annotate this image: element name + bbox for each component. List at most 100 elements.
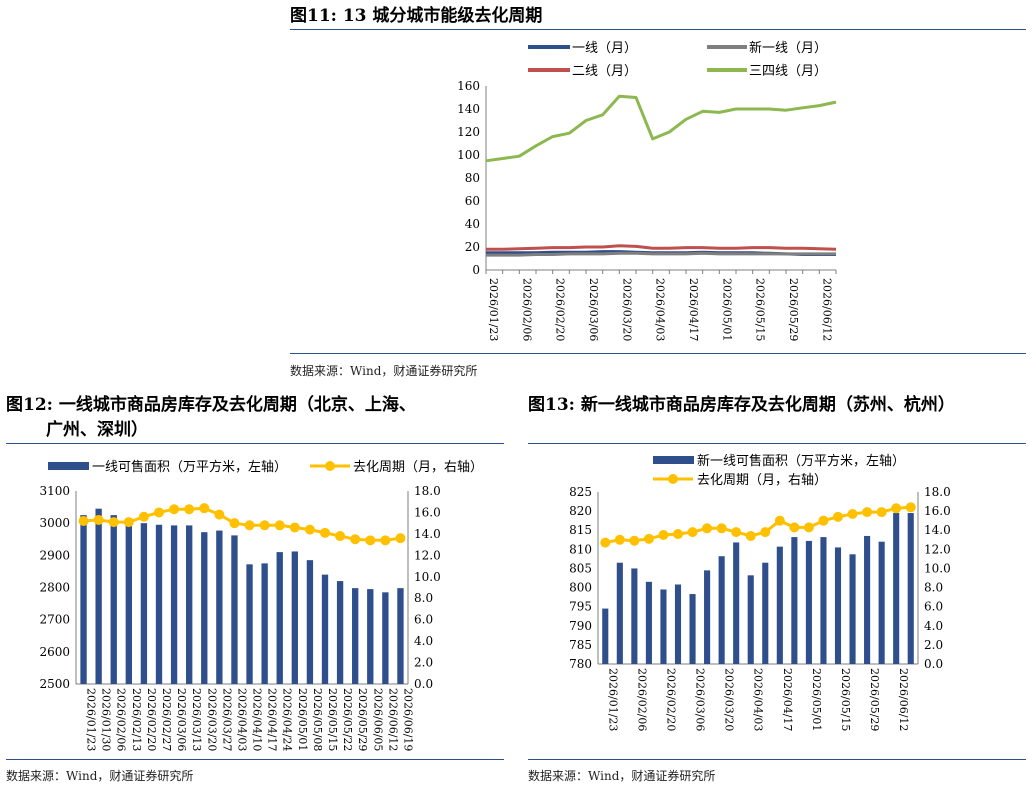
fig12-right-tick-label: 12.0 (414, 548, 441, 562)
fig13-plot-area: 780 785 790 795 800 805 810 815 820 825 0.0 2.0 4.0 6… (569, 485, 951, 731)
fig12-x-tick-label: 2026/06/19 (401, 688, 414, 751)
fig13-line-point (818, 515, 829, 526)
fig12-left-tick-label: 2500 (39, 677, 70, 691)
fig12-right-tick-label: 10.0 (414, 570, 441, 584)
fig12-source-rule (6, 759, 504, 760)
fig12-right-tick-label: 18.0 (414, 484, 441, 498)
fig13-left-tick-label: 810 (569, 542, 592, 556)
fig13-bar (704, 570, 711, 664)
fig12-x-tick-label: 2026/05/29 (356, 688, 369, 751)
fig13-bar (878, 541, 885, 664)
fig11-legend-item-0: 一线（月） (528, 41, 637, 56)
fig12-x-tick-label: 2026/05/01 (296, 688, 309, 751)
fig12-line-point (184, 504, 195, 515)
fig13-bar (660, 589, 667, 664)
fig13-right-tick-label: 14.0 (924, 523, 951, 537)
fig13-legend-label-1: 去化周期（月，右轴） (697, 473, 827, 488)
fig13-left-tick-label: 825 (569, 485, 592, 499)
fig12-left-tick-label: 2900 (39, 548, 70, 562)
fig13-bar (645, 581, 652, 664)
fig13-left-tick-label: 780 (569, 657, 592, 671)
fig13-title: 图13: 新一线城市商品房库存及去化周期（苏州、杭州） (528, 395, 955, 415)
fig13-line (605, 505, 911, 545)
fig11-x-tick-label: 2026/05/15 (754, 278, 767, 341)
fig13-line-point (614, 534, 625, 545)
fig12-x-tick-label: 2026/02/06 (115, 688, 128, 751)
fig12-bar (261, 563, 268, 684)
fig11-x-tick-label: 2026/03/20 (620, 278, 633, 341)
fig12-legend-item-0: 一线可售面积（万平方米，左轴） (48, 459, 287, 475)
fig11-x-tick-label: 2026/04/03 (654, 278, 667, 341)
fig13-bar (907, 513, 914, 664)
fig13-source-rule (528, 759, 1026, 760)
fig12-line-point (78, 516, 89, 527)
fig12-left-tick-label: 3100 (39, 484, 70, 498)
fig12-line-point (350, 534, 361, 545)
fig12-line-point (199, 503, 210, 514)
fig11-x-tick-label: 2026/03/06 (587, 278, 600, 341)
fig12-legend-item-1: 去化周期（月，右轴） (310, 460, 483, 475)
fig11-series-line-3 (485, 94, 837, 163)
fig11-source: 数据来源：Wind，财通证券研究所 (290, 364, 478, 378)
fig12-right-tick-label: 6.0 (414, 613, 433, 627)
fig12-bar (246, 564, 253, 684)
fig12-legend-label-1: 去化周期（月，右轴） (353, 460, 483, 475)
fig12-line-point (229, 518, 240, 529)
fig11-legend: 一线（月） 新一线（月） 二线（月） 三四线（月） (528, 40, 827, 79)
fig11-title-rule (290, 29, 1026, 30)
fig11-source-rule (290, 353, 1026, 354)
fig12-x-tick-label: 2026/03/20 (205, 688, 218, 751)
fig11-y-tick-label: 120 (457, 125, 480, 139)
fig11-title: 图11: 13 城分城市能级去化周期 (290, 6, 543, 26)
fig12-plot-area: 2500 2600 2700 2800 2900 3000 3100 0.0 2.0 4.0 6.0… (39, 484, 440, 751)
fig13-left-tick-label: 805 (569, 561, 592, 575)
fig13-bar (762, 562, 769, 664)
fig13-x-tick-label: 2026/02/20 (664, 668, 677, 731)
fig12-bar (155, 524, 163, 684)
fig12-x-tick-label: 2026/04/10 (251, 688, 264, 751)
fig13-bar (631, 568, 638, 664)
fig11-x-tick-label: 2026/06/12 (820, 278, 833, 341)
fig11-y-tick-label: 140 (457, 102, 480, 116)
fig12-right-tick-label: 4.0 (414, 634, 433, 648)
fig12-bar (306, 560, 314, 684)
fig13-bar (602, 608, 609, 664)
fig12-bar (367, 589, 374, 684)
fig11-y-tick-label: 100 (457, 148, 480, 162)
fig12-legend-label-0: 一线可售面积（万平方米，左轴） (92, 459, 287, 475)
fig12-right-tick-label: 0.0 (414, 677, 433, 691)
fig13-line-point (643, 533, 654, 544)
fig13-x-tick-label: 2026/03/20 (723, 668, 736, 731)
fig12-source: 数据来源：Wind，财通证券研究所 (6, 769, 194, 783)
fig12-line (83, 506, 401, 542)
fig13-line-point (891, 503, 902, 514)
fig11-x-tick-label: 2026/05/29 (787, 278, 800, 341)
fig13-legend: 新一线可售面积（万平方米，左轴） 去化周期（月，右轴） (653, 453, 905, 488)
fig13-line-point (629, 535, 640, 546)
fig12-bar (231, 535, 238, 684)
fig13-right-tick-label: 4.0 (924, 619, 943, 633)
fig13-x-tick-label: 2026/04/17 (781, 668, 794, 731)
fig12-left-tick-label: 2600 (39, 645, 70, 659)
fig11-plot-area: 0 20 40 60 80 100 120 140 160 2026/01/23 2026/02/0… (457, 79, 837, 341)
fig11-y-tick-label: 80 (465, 171, 480, 185)
fig13-line-point (862, 507, 873, 518)
fig12-line-point (365, 535, 376, 546)
fig11-series-line-2 (486, 244, 837, 251)
fig13-left-tick-label: 815 (569, 523, 592, 537)
fig12-bar (186, 525, 193, 684)
fig12-left-tick-label: 2800 (39, 581, 70, 595)
fig13-chart: 新一线可售面积（万平方米，左轴） 去化周期（月，右轴） 780 785 790 795… (569, 453, 951, 731)
fig12-title-line1: 图12: 一线城市商品房库存及去化周期（北京、上海、 (6, 395, 416, 415)
fig11-legend-item-2: 二线（月） (528, 64, 637, 79)
fig13-left-tick-label: 820 (569, 504, 592, 518)
fig12-bar (110, 515, 117, 684)
fig12-x-tick-label: 2026/03/27 (220, 688, 233, 751)
fig13-bar (834, 547, 842, 664)
fig13-bar (849, 554, 856, 664)
fig12-line-point (244, 520, 255, 531)
fig12-legend: 一线可售面积（万平方米，左轴） 去化周期（月，右轴） (48, 459, 483, 475)
fig13-line-point (716, 523, 727, 534)
fig13-line-point (876, 507, 887, 518)
fig13-bar (805, 540, 812, 664)
